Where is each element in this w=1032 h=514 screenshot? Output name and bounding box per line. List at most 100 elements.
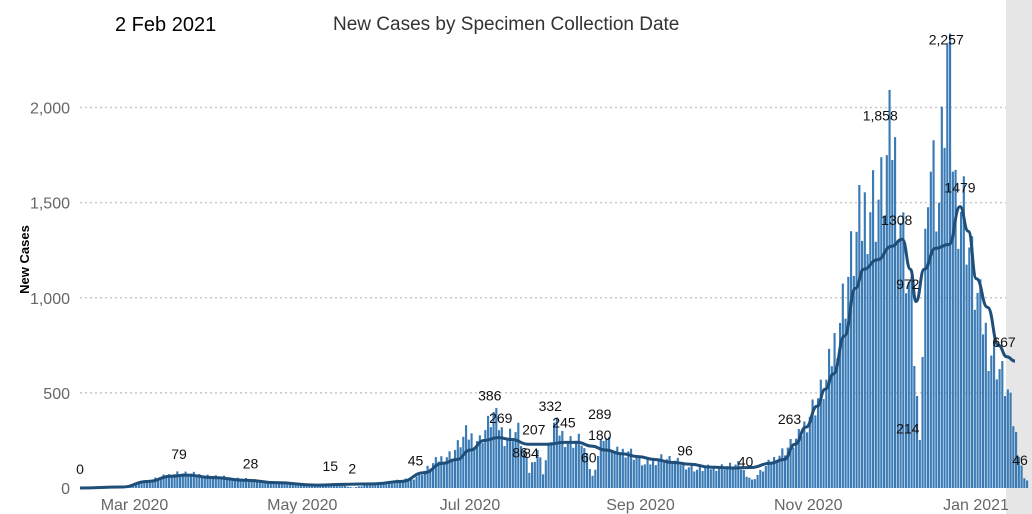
case-bar [212, 476, 215, 488]
case-bar [404, 478, 407, 488]
case-bar [723, 469, 726, 488]
case-bar [885, 155, 888, 489]
case-bar [924, 228, 927, 489]
case-bar [539, 457, 542, 488]
case-bar [828, 348, 831, 488]
case-bar [718, 467, 721, 488]
case-bar [734, 464, 737, 488]
data-label: 667 [992, 334, 1016, 350]
x-tick-label: Mar 2020 [101, 497, 169, 514]
case-bar [572, 447, 575, 488]
case-bar [399, 481, 402, 488]
case-bar [280, 483, 283, 488]
case-bar [245, 477, 248, 488]
y-tick-label: 1,000 [30, 291, 70, 308]
x-axis-ticks: Mar 2020 May 2020 Jul 2020 Sep 2020 Nov 2020… [101, 497, 1009, 514]
case-bar [525, 456, 528, 488]
case-bar [803, 421, 806, 488]
case-bar [682, 462, 685, 488]
case-bar [701, 471, 704, 488]
case-bar [781, 448, 784, 488]
case-bar [506, 437, 509, 488]
case-bar [740, 469, 743, 488]
data-label: 263 [778, 411, 802, 427]
data-label: 46 [1012, 452, 1028, 468]
case-bar [729, 462, 732, 488]
case-bar [492, 411, 495, 488]
data-label: 386 [478, 388, 502, 404]
case-bar [335, 484, 338, 488]
case-bar [635, 457, 638, 488]
case-bar [1009, 392, 1012, 488]
case-bar [484, 430, 487, 488]
case-bar [927, 207, 930, 488]
case-bar [316, 485, 319, 488]
case-bar [973, 309, 976, 488]
case-bar [580, 445, 583, 488]
case-bar [173, 474, 176, 488]
case-bar [869, 212, 872, 488]
case-bar [778, 455, 781, 488]
case-bar [448, 451, 451, 488]
case-bar [217, 478, 220, 488]
case-bar [294, 484, 297, 488]
case-bar [649, 464, 652, 488]
case-bar [789, 438, 792, 488]
case-bar [935, 231, 938, 488]
case-bar [872, 170, 875, 488]
case-bar [610, 452, 613, 488]
case-bar [641, 465, 644, 488]
case-bar [715, 470, 718, 488]
case-bar [388, 481, 391, 488]
case-bar [891, 160, 894, 488]
case-bar [806, 432, 809, 488]
x-tick-label: Jul 2020 [440, 497, 501, 514]
case-bar [932, 140, 935, 489]
case-bar [487, 415, 490, 488]
case-bar [371, 483, 374, 488]
case-bar [489, 427, 492, 488]
case-bar [588, 469, 591, 488]
case-bar [894, 137, 897, 488]
case-bar [135, 484, 138, 488]
case-bar [976, 292, 979, 488]
case-bar [324, 485, 327, 488]
case-bar [522, 449, 525, 488]
case-bar [830, 366, 833, 488]
case-bar [850, 231, 853, 489]
case-bar [256, 481, 259, 488]
case-bar [704, 467, 707, 488]
case-bar [382, 483, 385, 488]
case-bar [267, 482, 270, 488]
case-bar [465, 425, 468, 488]
case-bar [905, 293, 908, 488]
case-bar [971, 236, 974, 488]
case-bar [289, 483, 292, 488]
case-bar [888, 89, 891, 488]
case-bar [627, 451, 630, 488]
case-bar [533, 462, 536, 488]
case-bar [481, 442, 484, 488]
case-bar [855, 231, 858, 488]
data-label: 245 [552, 414, 576, 430]
case-bar [665, 459, 668, 488]
case-bar [646, 459, 649, 488]
case-bar [913, 365, 916, 488]
case-bar [137, 483, 140, 488]
case-bar [179, 475, 182, 488]
case-bar [696, 469, 699, 488]
case-bar [187, 475, 190, 488]
data-label: 289 [588, 406, 612, 422]
case-bar [1020, 465, 1023, 488]
case-bar [586, 453, 589, 488]
case-bar [278, 483, 281, 488]
case-bar [555, 417, 558, 488]
case-bar [968, 247, 971, 488]
case-bar [643, 464, 646, 488]
case-bar [148, 481, 151, 488]
case-bar [957, 248, 960, 488]
case-bar [907, 281, 910, 488]
case-bar [960, 211, 963, 488]
case-bar [467, 439, 470, 488]
